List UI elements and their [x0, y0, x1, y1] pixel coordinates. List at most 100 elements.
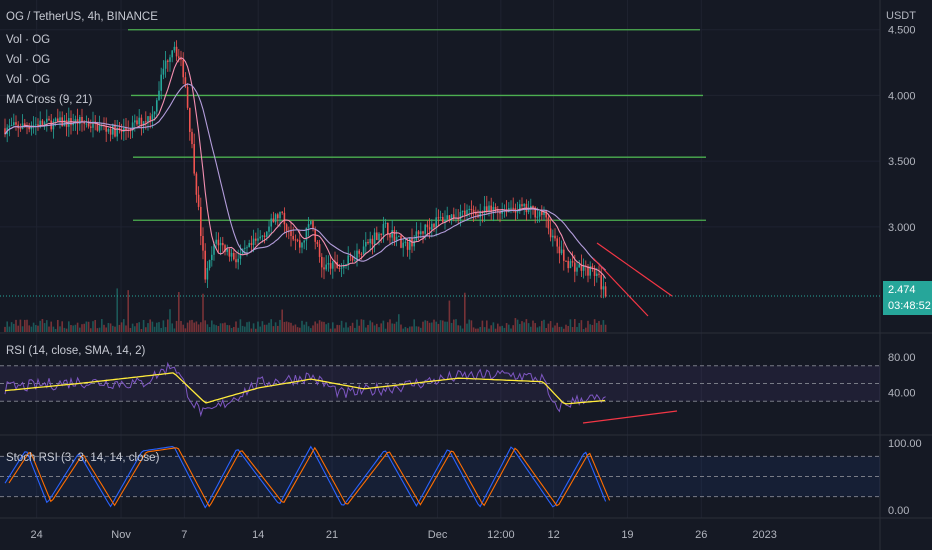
- volume-bar: [536, 327, 539, 332]
- candle-body: [576, 267, 578, 272]
- volume-bar: [61, 321, 63, 332]
- volume-bar: [501, 325, 503, 332]
- stoch-rsi-legend[interactable]: Stoch RSI (3, 3, 14, 14, close): [6, 452, 160, 464]
- candle-body: [283, 212, 286, 225]
- rsi-legend[interactable]: RSI (14, close, SMA, 14, 2): [6, 345, 146, 357]
- volume-bar: [494, 328, 497, 332]
- volume-bar: [497, 323, 499, 332]
- volume-bar: [94, 320, 96, 332]
- indicator-volume-1[interactable]: Vol · OG: [6, 34, 51, 46]
- candle-body: [57, 118, 59, 122]
- volume-bar: [444, 321, 446, 332]
- candle-body: [347, 255, 349, 265]
- x-tick-label: 21: [326, 529, 338, 541]
- candle-body: [499, 211, 501, 214]
- candle-body: [444, 219, 446, 223]
- horizontal-levels: [0, 29, 880, 297]
- candle-body: [349, 255, 352, 257]
- candle-body: [415, 231, 418, 241]
- candle-body: [74, 119, 77, 124]
- volume-bar: [580, 320, 583, 332]
- volume-bar: [532, 320, 534, 332]
- candle-body: [556, 238, 558, 247]
- volume-bar: [123, 319, 125, 332]
- volume-bar: [362, 319, 365, 332]
- candle-body: [483, 206, 486, 214]
- candle-body: [479, 211, 481, 218]
- candle-body: [46, 118, 48, 123]
- volume-bar: [208, 327, 211, 332]
- candle-body: [195, 173, 198, 195]
- volume-bar: [114, 326, 116, 332]
- candle-body: [604, 286, 607, 297]
- candle-body: [41, 120, 44, 126]
- candle-body: [35, 124, 37, 126]
- volume-bar: [70, 325, 72, 332]
- volume-bar: [118, 324, 121, 332]
- volume-bar: [593, 319, 596, 332]
- candle-body: [129, 130, 132, 132]
- candle-body: [532, 205, 534, 208]
- candle-body: [19, 128, 22, 130]
- candle-body: [521, 204, 523, 207]
- candle-body: [191, 131, 193, 145]
- candle-body: [294, 239, 297, 241]
- candle-body: [228, 248, 231, 257]
- candle-body: [230, 252, 233, 257]
- candle-body: [323, 267, 325, 270]
- volume-bar: [15, 319, 17, 332]
- candle-body: [24, 123, 26, 126]
- volume-bar: [65, 328, 68, 332]
- candle-body: [197, 194, 200, 207]
- candle-body: [158, 90, 160, 101]
- x-tick-label: Dec: [428, 529, 448, 541]
- candle-body: [536, 216, 539, 218]
- candle-body: [488, 205, 490, 212]
- candle-body: [340, 267, 343, 269]
- candle-body: [96, 122, 99, 131]
- volume-bar: [338, 325, 341, 332]
- candle-body: [202, 236, 204, 251]
- candle-body: [395, 236, 398, 241]
- volume-bar: [600, 324, 602, 332]
- candle-body: [173, 46, 176, 51]
- last-price-value: 2.474: [888, 284, 916, 296]
- volume-bar: [516, 319, 519, 332]
- candle-body: [83, 121, 85, 124]
- candle-body: [131, 122, 134, 131]
- volume-bar: [461, 328, 464, 332]
- indicator-volume-2[interactable]: Vol · OG: [6, 54, 51, 66]
- trend-line-lower: [592, 257, 649, 317]
- volume-bar: [160, 327, 162, 332]
- volume-bar: [576, 326, 578, 332]
- bar-countdown: 03:48:52: [888, 300, 931, 312]
- currency-label: USDT: [886, 10, 916, 22]
- indicator-ma-cross[interactable]: MA Cross (9, 21): [6, 94, 93, 106]
- volume-bar: [197, 324, 200, 332]
- candle-body: [296, 239, 299, 241]
- candle-body: [114, 124, 116, 137]
- volume-bar: [512, 325, 514, 332]
- volume-bar: [547, 323, 550, 332]
- candle-body: [85, 123, 88, 125]
- candle-body: [527, 209, 530, 213]
- volume-bar: [215, 325, 217, 332]
- candle-body: [512, 207, 514, 209]
- candle-body: [519, 204, 521, 212]
- volume-bar: [560, 326, 563, 332]
- rsi-band: [0, 365, 880, 402]
- ma-line: [4, 57, 607, 279]
- candle-body: [404, 241, 407, 243]
- volume-bar: [136, 323, 138, 332]
- chart-title[interactable]: OG / TetherUS, 4h, BINANCE: [6, 11, 158, 23]
- volume-bar: [521, 321, 523, 332]
- indicator-volume-3[interactable]: Vol · OG: [6, 74, 51, 86]
- candle-body: [466, 209, 468, 215]
- volume-bar: [488, 328, 490, 332]
- candle-body: [398, 235, 400, 237]
- candle-body: [138, 117, 140, 125]
- volume-bar: [145, 327, 147, 332]
- candle-body: [327, 263, 330, 265]
- volume-bar: [147, 323, 149, 332]
